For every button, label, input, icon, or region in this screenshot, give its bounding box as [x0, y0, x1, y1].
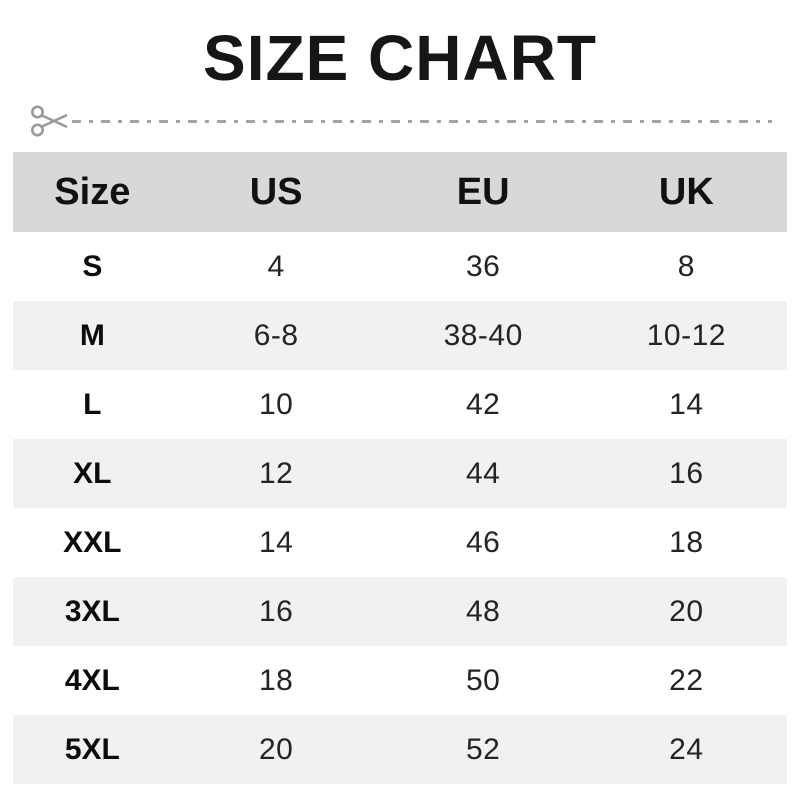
size-value: 38-40: [443, 318, 523, 352]
size-table-header: Size US EU UK: [13, 152, 787, 232]
size-value: 16: [669, 456, 704, 490]
size-value: 8: [677, 249, 695, 283]
header-size: Size: [13, 152, 172, 232]
size-value: 24: [669, 732, 704, 766]
size-value: 4: [267, 249, 285, 283]
size-value: 48: [465, 594, 501, 628]
size-value: 50: [465, 663, 501, 697]
size-value: 20: [258, 732, 294, 766]
header-us: US: [171, 152, 381, 232]
size-label: S: [82, 249, 103, 283]
size-value: 10: [258, 387, 294, 421]
table-row: 4XL 18 50 22: [13, 646, 787, 715]
size-value: 36: [465, 249, 501, 283]
table-row: S 4 36 8: [13, 232, 787, 301]
header-eu: EU: [380, 152, 586, 232]
cut-line: [72, 119, 772, 123]
size-value: 14: [669, 387, 704, 421]
size-value: 18: [258, 663, 294, 697]
cut-line-row: [30, 102, 772, 140]
size-value: 14: [258, 525, 294, 559]
size-label: L: [83, 387, 102, 421]
table-row: XL 12 44 16: [13, 439, 787, 508]
size-value: 16: [258, 594, 294, 628]
size-value: 42: [465, 387, 501, 421]
scissors-icon: [31, 105, 68, 137]
size-label: XXL: [63, 525, 122, 559]
size-value: 44: [465, 456, 501, 490]
size-value: 12: [258, 456, 294, 490]
size-value: 22: [669, 663, 704, 697]
header-uk: UK: [585, 152, 787, 232]
header-row: Size US EU UK: [13, 152, 787, 232]
size-value: 6-8: [253, 318, 299, 352]
size-value: 46: [465, 525, 501, 559]
size-label: 5XL: [64, 732, 120, 766]
page-title: SIZE CHART: [203, 22, 597, 94]
table-row: 3XL 16 48 20: [13, 577, 787, 646]
size-label: XL: [73, 456, 112, 490]
size-label: 4XL: [64, 663, 120, 697]
table-row: M 6-8 38-40 10-12: [13, 301, 787, 370]
size-table: Size US EU UK S 4 36 8 M 6-8 38-40 10-12 L 10 42 14…: [13, 152, 787, 784]
table-row: 5XL 20 52 24: [13, 715, 787, 784]
table-row: L 10 42 14: [13, 370, 787, 439]
size-value: 10-12: [646, 318, 726, 352]
size-label: M: [79, 318, 105, 352]
size-value: 20: [669, 594, 704, 628]
size-value: 52: [465, 732, 501, 766]
size-table-body: S 4 36 8 M 6-8 38-40 10-12 L 10 42 14 XL 12 44 16 XXL 14 4…: [13, 232, 787, 784]
size-label: 3XL: [64, 594, 120, 628]
table-row: XXL 14 46 18: [13, 508, 787, 577]
size-value: 18: [669, 525, 704, 559]
